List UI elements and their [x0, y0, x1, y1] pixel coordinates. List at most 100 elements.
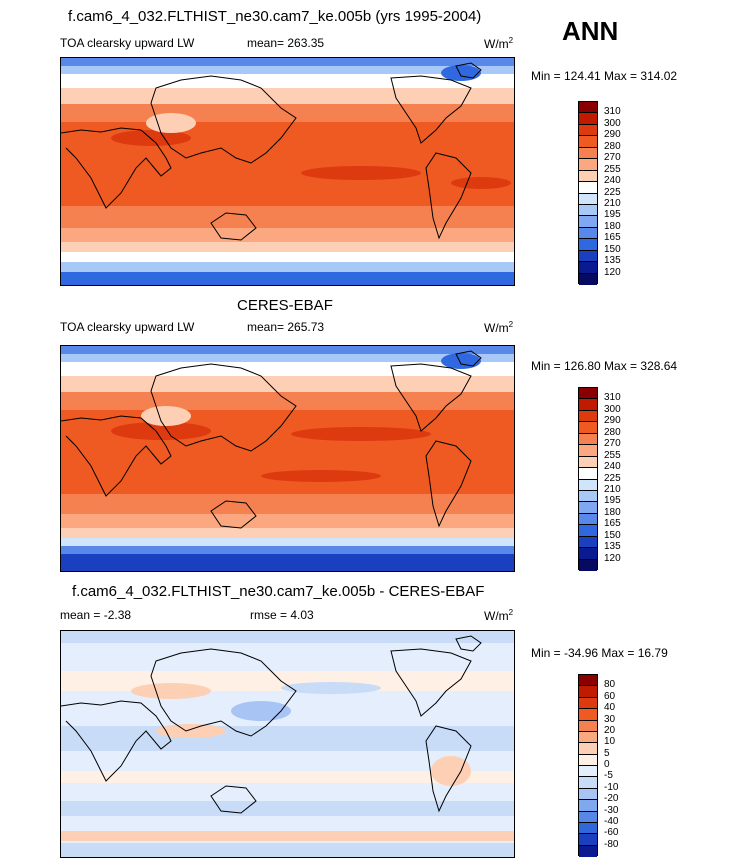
- colorbar-tick-label: 150: [604, 243, 621, 255]
- panel-3-mean-label: mean = -2.38: [60, 608, 132, 622]
- panel-2-variable-label: TOA clearsky upward LW: [60, 320, 195, 334]
- colorbar-tick-label: 120: [604, 266, 621, 278]
- panel-1-map: [60, 57, 515, 286]
- colorbar-swatch: [579, 513, 597, 526]
- colorbar-swatch: [579, 502, 597, 514]
- panel-1-minmax: Min = 124.41 Max = 314.02: [531, 69, 678, 83]
- colorbar-swatch: [579, 204, 597, 217]
- panel-1-title: f.cam6_4_032.FLTHIST_ne30.cam7_ke.005b (…: [68, 8, 482, 25]
- colorbar-tick-label: 195: [604, 209, 621, 221]
- colorbar-swatch: [579, 410, 597, 423]
- panel-2-map-svg: [61, 346, 514, 571]
- colorbar-tick-label: 210: [604, 483, 621, 495]
- colorbar-tick-label: 225: [604, 186, 621, 198]
- panel-1-variable-label: TOA clearsky upward LW: [60, 36, 195, 50]
- colorbar-tick-label: 290: [604, 129, 621, 141]
- colorbar-swatch: [579, 239, 597, 251]
- colorbar-swatch: [579, 766, 597, 778]
- panel-3-title: f.cam6_4_032.FLTHIST_ne30.cam7_ke.005b -…: [72, 583, 485, 600]
- colorbar-tick-label: 280: [604, 140, 621, 152]
- colorbar-tick-label: 225: [604, 472, 621, 484]
- colorbar-swatch: [579, 124, 597, 137]
- colorbar-swatch: [579, 743, 597, 755]
- colorbar-swatch: [579, 822, 597, 835]
- colorbar-swatch: [579, 834, 597, 846]
- colorbar-tick-label: 270: [604, 438, 621, 450]
- colorbar-swatch: [579, 548, 597, 560]
- colorbar-swatch: [579, 136, 597, 148]
- colorbar-swatch: [579, 845, 597, 857]
- colorbar-tick-label: 255: [604, 449, 621, 461]
- colorbar-tick-label: 195: [604, 495, 621, 507]
- colorbar-tick-label: -10: [604, 781, 619, 793]
- colorbar-swatch: [579, 273, 597, 285]
- panel-1-map-svg: [61, 58, 514, 285]
- colorbar-tick-label: 30: [604, 713, 616, 725]
- colorbar-tick-label: 180: [604, 220, 621, 232]
- colorbar-swatch: [579, 709, 597, 721]
- colorbar-tick-label: -5: [604, 770, 613, 782]
- colorbar-swatch: [579, 479, 597, 491]
- colorbar-tick-label: -60: [604, 827, 619, 839]
- panel-2-units: W/m2: [484, 320, 514, 335]
- colorbar-swatch: [579, 216, 597, 228]
- colorbar-swatch: [579, 113, 597, 125]
- panel-3-rmse-label: rmse = 4.03: [250, 608, 314, 622]
- colorbar-tick-label: 40: [604, 702, 616, 714]
- colorbar-swatch: [579, 720, 597, 732]
- panel-3-units: W/m2: [484, 608, 514, 623]
- colorbar-swatch: [579, 445, 597, 457]
- colorbar-tick-label: 240: [604, 175, 621, 187]
- panel-2-map: [60, 345, 515, 572]
- colorbar-swatch: [579, 159, 597, 171]
- colorbar-swatch: [579, 686, 597, 698]
- colorbar-swatch: [579, 777, 597, 789]
- colorbar-tick-label: 5: [604, 747, 610, 759]
- colorbar-tick-label: 310: [604, 392, 621, 404]
- colorbar-tick-label: 310: [604, 106, 621, 118]
- colorbar-swatch: [579, 422, 597, 434]
- colorbar-swatch: [579, 788, 597, 801]
- colorbar-swatch: [579, 468, 597, 480]
- colorbar-tick-label: 120: [604, 552, 621, 564]
- colorbar-tick-label: 280: [604, 426, 621, 438]
- colorbar-swatch: [579, 102, 597, 114]
- colorbar-swatch: [579, 182, 597, 194]
- colorbar-tick-label: 300: [604, 403, 621, 415]
- colorbar-swatch: [579, 227, 597, 240]
- panel-3-map-svg: [61, 631, 514, 857]
- colorbar-swatch: [579, 490, 597, 503]
- colorbar-tick-label: -30: [604, 804, 619, 816]
- colorbar-swatch: [579, 754, 597, 766]
- colorbar-tick-label: 180: [604, 506, 621, 518]
- colorbar-swatch: [579, 388, 597, 400]
- colorbar-tick-label: 165: [604, 518, 621, 530]
- panel-1-colorbar: [578, 101, 598, 285]
- colorbar-tick-label: 290: [604, 415, 621, 427]
- panel-3-map: [60, 630, 515, 858]
- colorbar-swatch: [579, 399, 597, 411]
- colorbar-swatch: [579, 811, 597, 823]
- colorbar-swatch: [579, 147, 597, 160]
- colorbar-tick-label: 300: [604, 117, 621, 129]
- colorbar-swatch: [579, 675, 597, 687]
- colorbar-tick-label: -80: [604, 838, 619, 850]
- colorbar-tick-label: 150: [604, 529, 621, 541]
- panel-2-minmax: Min = 126.80 Max = 328.64: [531, 359, 678, 373]
- colorbar-swatch: [579, 193, 597, 205]
- panel-1-mean-label: mean= 263.35: [247, 36, 325, 50]
- colorbar-swatch: [579, 262, 597, 274]
- colorbar-swatch: [579, 559, 597, 571]
- panel-3-minmax: Min = -34.96 Max = 16.79: [531, 646, 668, 660]
- colorbar-swatch: [579, 456, 597, 469]
- colorbar-tick-label: 135: [604, 255, 621, 267]
- colorbar-swatch: [579, 433, 597, 446]
- colorbar-swatch: [579, 170, 597, 183]
- colorbar-tick-label: 165: [604, 232, 621, 244]
- colorbar-swatch: [579, 697, 597, 710]
- colorbar-tick-label: 135: [604, 541, 621, 553]
- colorbar-tick-label: -20: [604, 793, 619, 805]
- panel-2-colorbar: [578, 387, 598, 571]
- colorbar-swatch: [579, 536, 597, 549]
- colorbar-tick-label: 10: [604, 736, 616, 748]
